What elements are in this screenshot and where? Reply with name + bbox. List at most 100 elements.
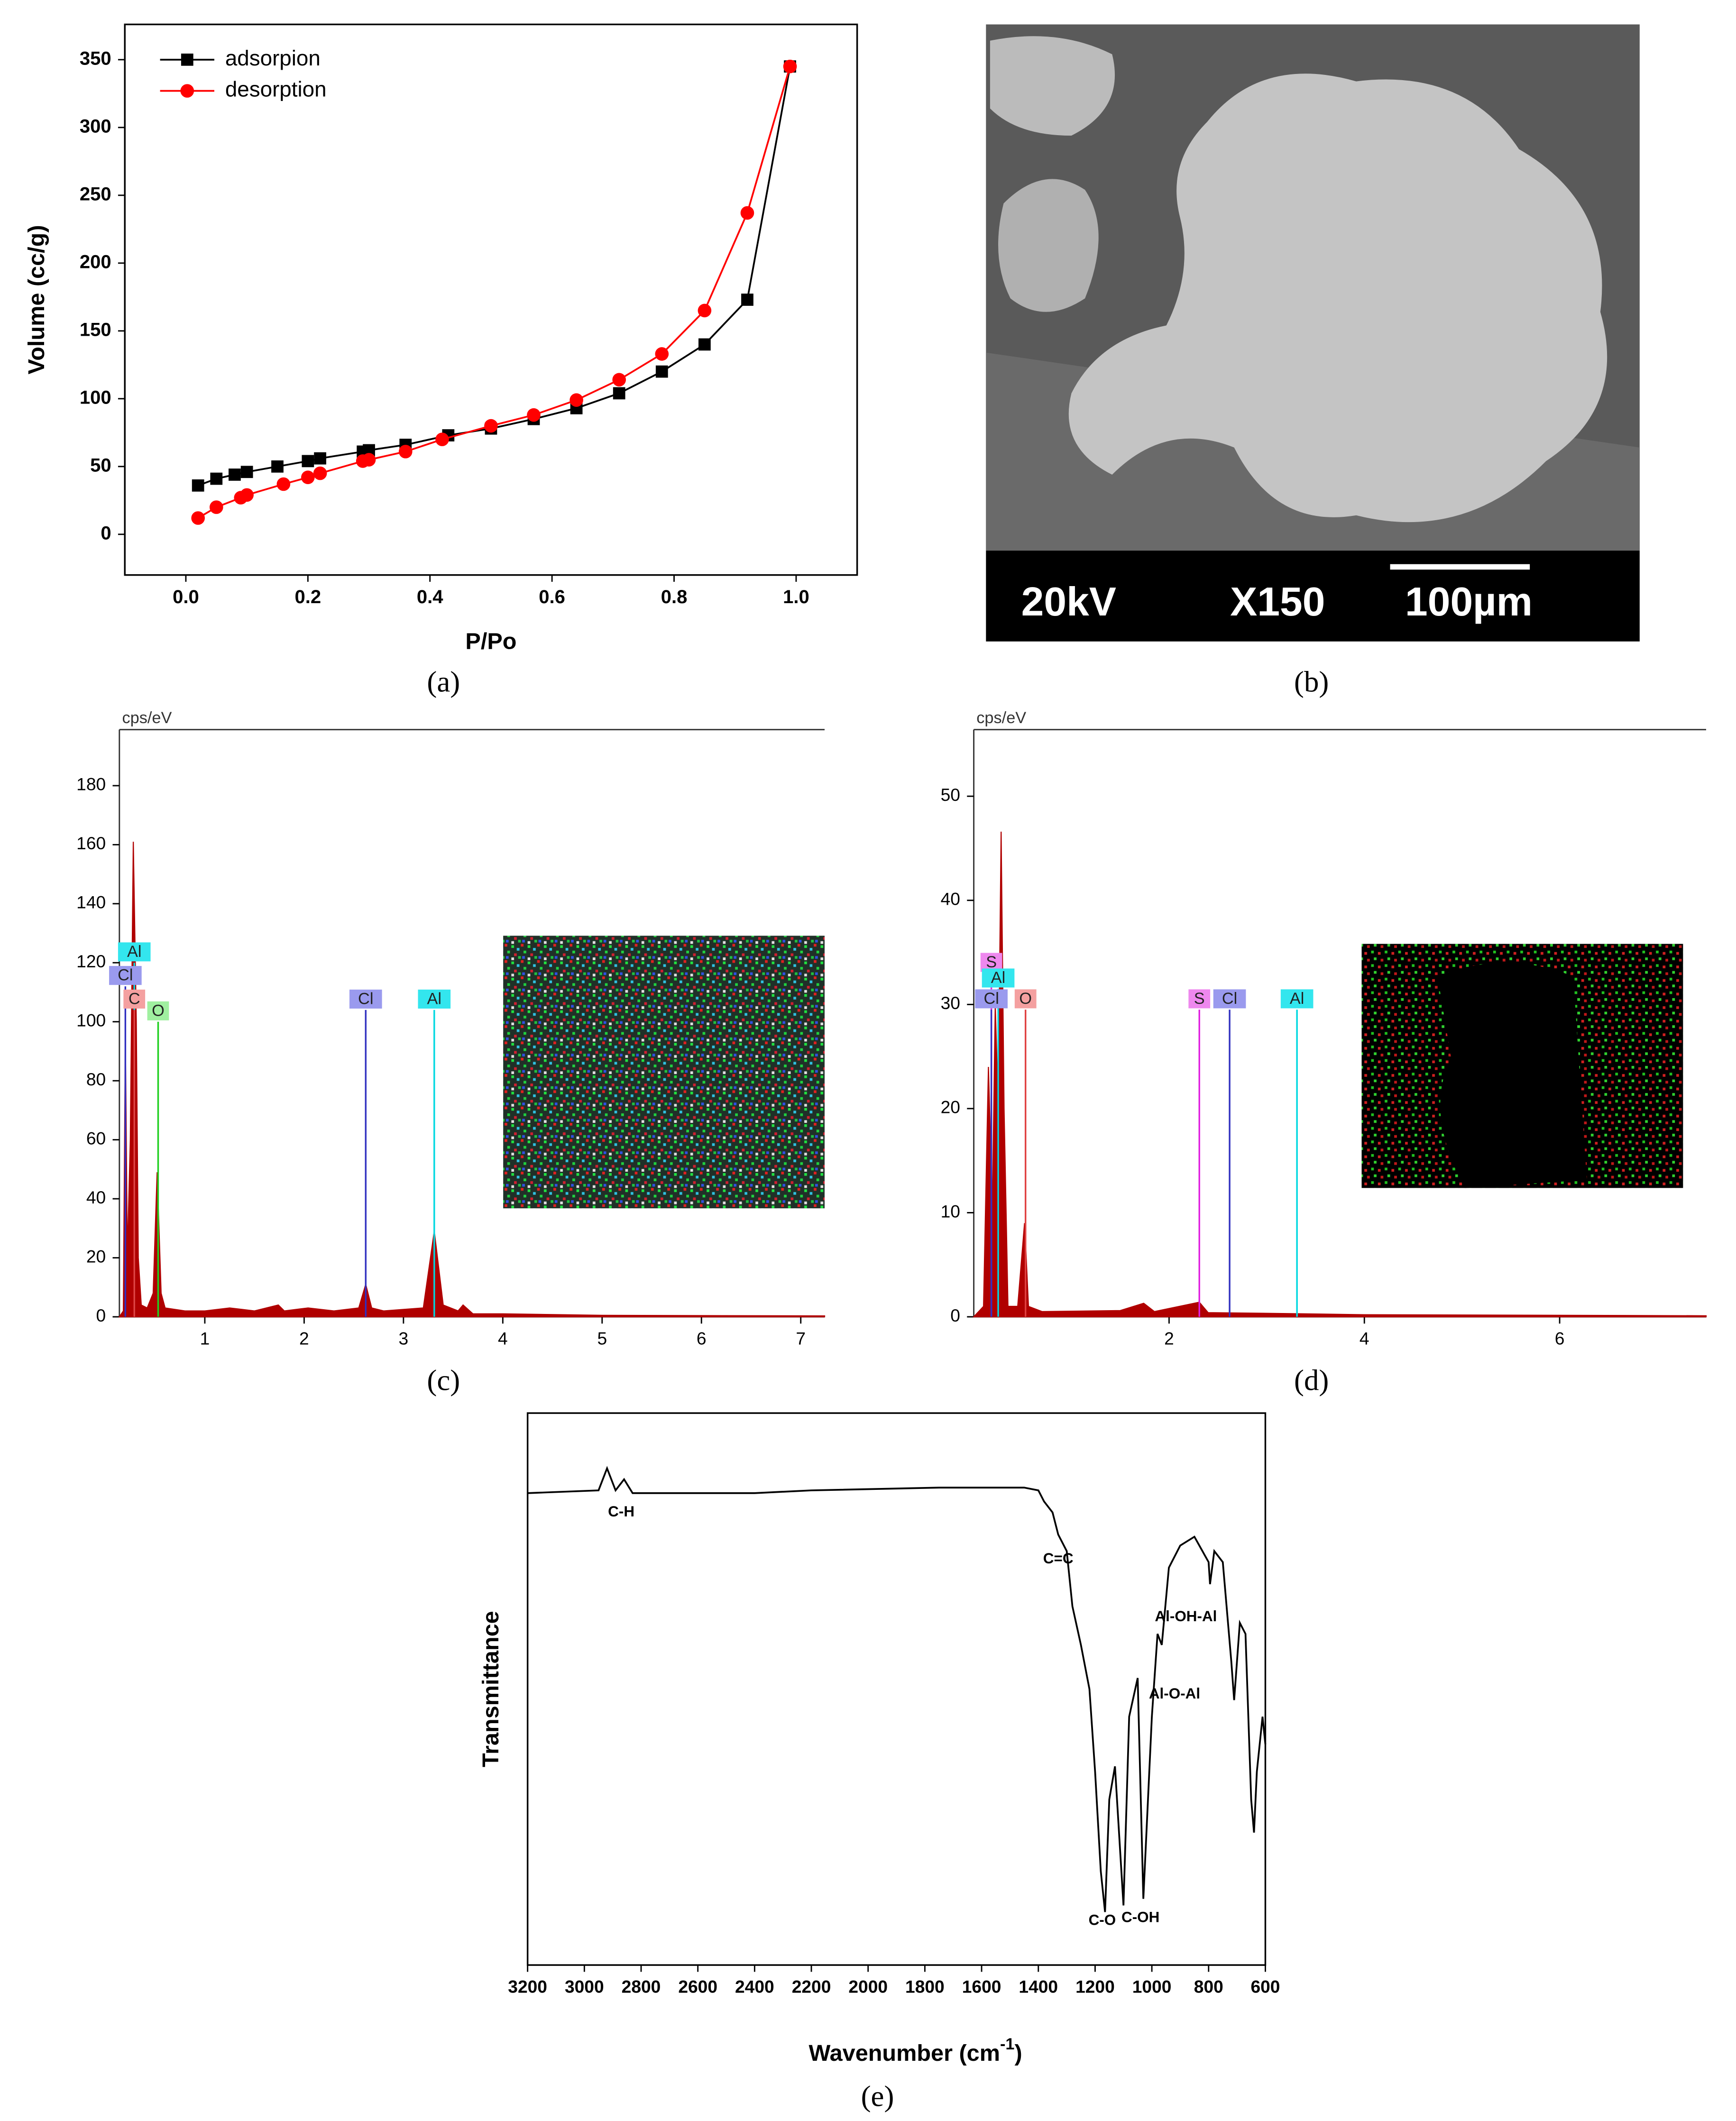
x-tick-label: 0.8 xyxy=(661,587,688,607)
x-tick-label: 6 xyxy=(697,1328,707,1348)
spectrum-area xyxy=(118,842,826,1318)
spectrum-area xyxy=(972,831,1707,1318)
x-tick-label: 3200 xyxy=(508,1977,547,1997)
x-axis-label-part: P/Po xyxy=(465,628,516,654)
point xyxy=(655,365,668,378)
point xyxy=(698,303,712,318)
x-tick-label: 2 xyxy=(299,1328,309,1348)
point xyxy=(276,477,291,491)
eds-map-inset xyxy=(503,936,825,1209)
y-tick-label: 60 xyxy=(86,1128,106,1148)
x-tick-label: 0.4 xyxy=(417,587,443,607)
sem-info-bar xyxy=(986,551,1640,642)
element-box xyxy=(1213,989,1246,1009)
sem-particle xyxy=(1068,73,1607,523)
sem-magnification: X150 xyxy=(1230,579,1325,624)
x-tick-label: 1000 xyxy=(1132,1977,1172,1997)
element-box xyxy=(1014,989,1037,1009)
y-tick-label: 100 xyxy=(80,387,111,408)
sem-voltage: 20kV xyxy=(1021,579,1116,624)
y-tick-label: 300 xyxy=(80,116,111,137)
point xyxy=(527,408,541,422)
point xyxy=(271,460,284,473)
series-line xyxy=(527,1466,1267,1912)
element-box xyxy=(109,966,142,985)
sem-scale: 100µm xyxy=(1405,579,1533,624)
annotation: C-OH xyxy=(1121,1909,1159,1925)
legend-label: desorption xyxy=(225,77,327,101)
x-tick-label: 1800 xyxy=(905,1977,945,1997)
y-tick-label: 20 xyxy=(86,1246,106,1266)
sem-image: 20kV X150 100µm (b) xyxy=(986,24,1640,698)
element-label: Al xyxy=(1290,990,1304,1008)
caption: (c) xyxy=(427,1364,460,1397)
legend-marker xyxy=(180,84,194,98)
element-box xyxy=(975,989,1008,1009)
panel: 1 2 3 4 5 6 7 0 20 40 60 80 100 120 140 160 180 (c) cps/eV… xyxy=(76,709,826,1397)
x-tick-label: 2800 xyxy=(622,1977,661,1997)
point xyxy=(698,338,711,351)
point xyxy=(613,387,625,400)
element-label: S xyxy=(986,953,997,971)
element-box xyxy=(147,1001,169,1020)
y-axis-label: cps/eV xyxy=(122,709,172,727)
annotation: Al-O-Al xyxy=(1149,1685,1200,1702)
element-box xyxy=(123,989,146,1009)
y-tick-label: 140 xyxy=(76,892,106,912)
x-axis-label-part: -1 xyxy=(1000,2035,1015,2053)
sem-particle xyxy=(998,179,1099,312)
x-tick-label: 2600 xyxy=(678,1977,717,1997)
x-tick-label: 1400 xyxy=(1019,1977,1058,1997)
x-tick-label: 1 xyxy=(200,1328,210,1348)
x-tick-label: 0.0 xyxy=(173,587,199,607)
caption: (b) xyxy=(1294,665,1329,698)
point xyxy=(191,511,205,525)
point xyxy=(240,466,253,478)
y-tick-label: 100 xyxy=(76,1010,106,1030)
point xyxy=(301,470,315,485)
panel: 0.0 0.2 0.4 0.6 0.8 1.0 0 50 100 150 200 250 300 350 (… xyxy=(24,23,858,698)
element-label: C xyxy=(129,990,140,1008)
element-label: Al xyxy=(991,969,1006,987)
point xyxy=(655,347,669,361)
x-tick-label: 3 xyxy=(399,1328,409,1348)
caption: (d) xyxy=(1294,1364,1329,1397)
y-tick-label: 10 xyxy=(941,1201,960,1221)
x-tick-label: 2400 xyxy=(735,1977,774,1997)
point xyxy=(435,432,449,446)
y-tick-label: 160 xyxy=(76,833,106,853)
element-box xyxy=(1280,989,1313,1009)
point xyxy=(210,472,223,485)
y-tick-label: 200 xyxy=(80,251,111,272)
point xyxy=(612,373,626,387)
x-tick-label: 1600 xyxy=(962,1977,1001,1997)
plot-frame xyxy=(124,23,858,576)
point xyxy=(362,453,376,467)
point xyxy=(240,488,254,502)
x-axis-label-part: Wavenumber (cm xyxy=(809,2040,1000,2066)
point xyxy=(484,419,498,433)
y-tick-label: 20 xyxy=(941,1097,960,1117)
eds-map-shadow xyxy=(1437,963,1587,1188)
y-axis-label: cps/eV xyxy=(976,709,1026,727)
x-axis-label: Wavenumber (cm-1) xyxy=(809,2035,1022,2066)
element-box xyxy=(118,942,151,962)
point xyxy=(313,466,327,480)
panel: 3200 3000 2800 2600 2400 2200 2000 1800 1600 1400… xyxy=(478,1412,1280,2113)
x-tick-label: 2200 xyxy=(792,1977,831,1997)
y-axis-label: Transmittance xyxy=(478,1611,504,1767)
x-tick-label: 7 xyxy=(796,1328,806,1348)
x-tick-label: 1.0 xyxy=(783,587,809,607)
point xyxy=(783,59,797,73)
y-tick-label: 40 xyxy=(86,1187,106,1207)
element-box xyxy=(982,968,1015,988)
y-tick-label: 120 xyxy=(76,951,106,971)
point xyxy=(741,294,753,306)
point xyxy=(314,452,326,465)
element-box xyxy=(418,989,451,1009)
plot-frame xyxy=(526,1412,1267,1966)
caption: (a) xyxy=(427,665,460,698)
point xyxy=(209,500,223,514)
element-label: O xyxy=(152,1001,165,1019)
x-tick-label: 6 xyxy=(1555,1328,1565,1348)
